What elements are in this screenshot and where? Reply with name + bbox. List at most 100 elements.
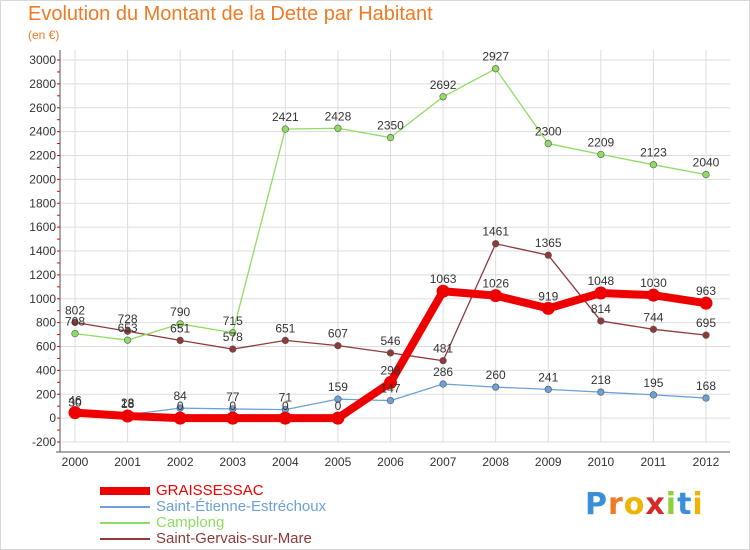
data-label: 1030: [640, 276, 667, 290]
y-tick-label: -200: [32, 435, 56, 449]
x-tick-label: 2007: [430, 455, 457, 469]
data-point: [334, 124, 342, 132]
data-label: 715: [223, 314, 243, 328]
data-label: 84: [173, 389, 187, 403]
y-tick-label: 400: [36, 363, 56, 377]
data-point: [123, 327, 132, 335]
x-tick-label: 2012: [693, 455, 720, 469]
x-tick-label: 2000: [62, 455, 89, 469]
x-tick-label: 2002: [167, 455, 194, 469]
data-point: [492, 383, 500, 391]
x-tick-label: 2009: [535, 455, 562, 469]
data-label: 195: [643, 376, 663, 390]
data-label: 1048: [587, 274, 614, 288]
data-point: [649, 161, 658, 169]
data-point: [439, 380, 447, 388]
legend-label: Saint-Étienne-Estréchoux: [156, 498, 327, 515]
y-tick-label: 1600: [29, 220, 56, 234]
data-point: [492, 65, 500, 73]
data-point: [439, 357, 447, 365]
data-label: 963: [696, 284, 716, 298]
data-point: [176, 320, 184, 328]
data-point: [544, 251, 552, 259]
data-point: [597, 150, 605, 159]
data-label: 481: [433, 342, 453, 356]
data-point: [597, 388, 605, 396]
data-point: [544, 139, 552, 148]
legend-swatch: [100, 522, 150, 524]
data-label: 708: [65, 315, 85, 329]
legend-item: Saint-Étienne-Estréchoux: [100, 499, 400, 515]
data-point: [229, 329, 237, 337]
data-label: 1026: [482, 277, 509, 291]
y-tick-label: 2200: [29, 149, 56, 163]
data-point: [71, 318, 79, 326]
data-label: 607: [328, 327, 348, 341]
y-tick-label: 1400: [29, 244, 56, 258]
data-point: [649, 391, 658, 399]
data-point: [544, 385, 552, 393]
data-label: 802: [65, 303, 85, 317]
data-label: 147: [380, 382, 400, 396]
y-tick-label: 800: [36, 316, 56, 330]
data-point: [331, 411, 345, 425]
chart-title: Evolution du Montant de la Dette par Hab…: [28, 3, 433, 25]
data-point: [439, 93, 447, 101]
data-point: [436, 284, 450, 298]
data-label: 2123: [640, 146, 667, 160]
data-label: 546: [380, 334, 400, 348]
data-label: 2428: [325, 109, 352, 123]
logo-letter: i: [692, 487, 704, 522]
data-label: 159: [328, 380, 348, 394]
data-label: 298: [380, 364, 400, 378]
data-label: 0: [335, 399, 342, 413]
data-label: 744: [643, 310, 663, 324]
data-label: 1461: [482, 225, 509, 239]
legend-swatch: [100, 506, 150, 508]
y-tick-label: 2600: [29, 101, 56, 115]
data-point: [594, 286, 608, 300]
data-label: 28: [121, 396, 135, 410]
data-point: [229, 345, 237, 353]
logo-letter: t: [677, 487, 693, 522]
y-tick-label: 2000: [29, 172, 56, 186]
x-tick-label: 2010: [587, 455, 614, 469]
data-point: [541, 301, 555, 315]
x-tick-label: 2011: [641, 455, 667, 469]
legend-item: GRAISSESSAC: [100, 483, 400, 499]
data-label: 0: [177, 399, 184, 413]
data-point: [646, 288, 660, 302]
data-label: 2692: [430, 78, 457, 92]
data-point: [702, 171, 710, 179]
x-tick-label: 2004: [272, 455, 299, 469]
data-point: [386, 396, 395, 405]
data-label: 2421: [272, 110, 299, 124]
logo-letter: x: [645, 487, 666, 522]
proxiti-logo: Proxiti: [585, 487, 704, 522]
data-point: [71, 330, 79, 338]
data-label: 651: [170, 321, 190, 335]
legend-swatch: [100, 487, 150, 495]
legend-swatch: [100, 538, 150, 540]
data-label: 0: [282, 399, 289, 413]
x-tick-label: 2008: [482, 455, 509, 469]
data-point: [492, 240, 500, 248]
logo-letter: r: [608, 487, 624, 522]
data-label: 578: [223, 330, 243, 344]
x-tick-label: 2003: [219, 455, 246, 469]
data-label: 2927: [482, 50, 509, 64]
data-label: 77: [226, 390, 240, 404]
data-label: 241: [538, 370, 558, 384]
data-label: 2040: [693, 156, 720, 170]
data-label: 2300: [535, 125, 562, 139]
data-point: [699, 296, 713, 310]
data-point: [334, 342, 342, 350]
x-tick-label: 2006: [377, 455, 404, 469]
data-label: 2209: [587, 135, 614, 149]
data-point: [281, 336, 289, 345]
data-point: [121, 409, 135, 423]
data-label: 218: [591, 373, 611, 387]
data-point: [702, 394, 710, 402]
data-point: [597, 317, 605, 325]
